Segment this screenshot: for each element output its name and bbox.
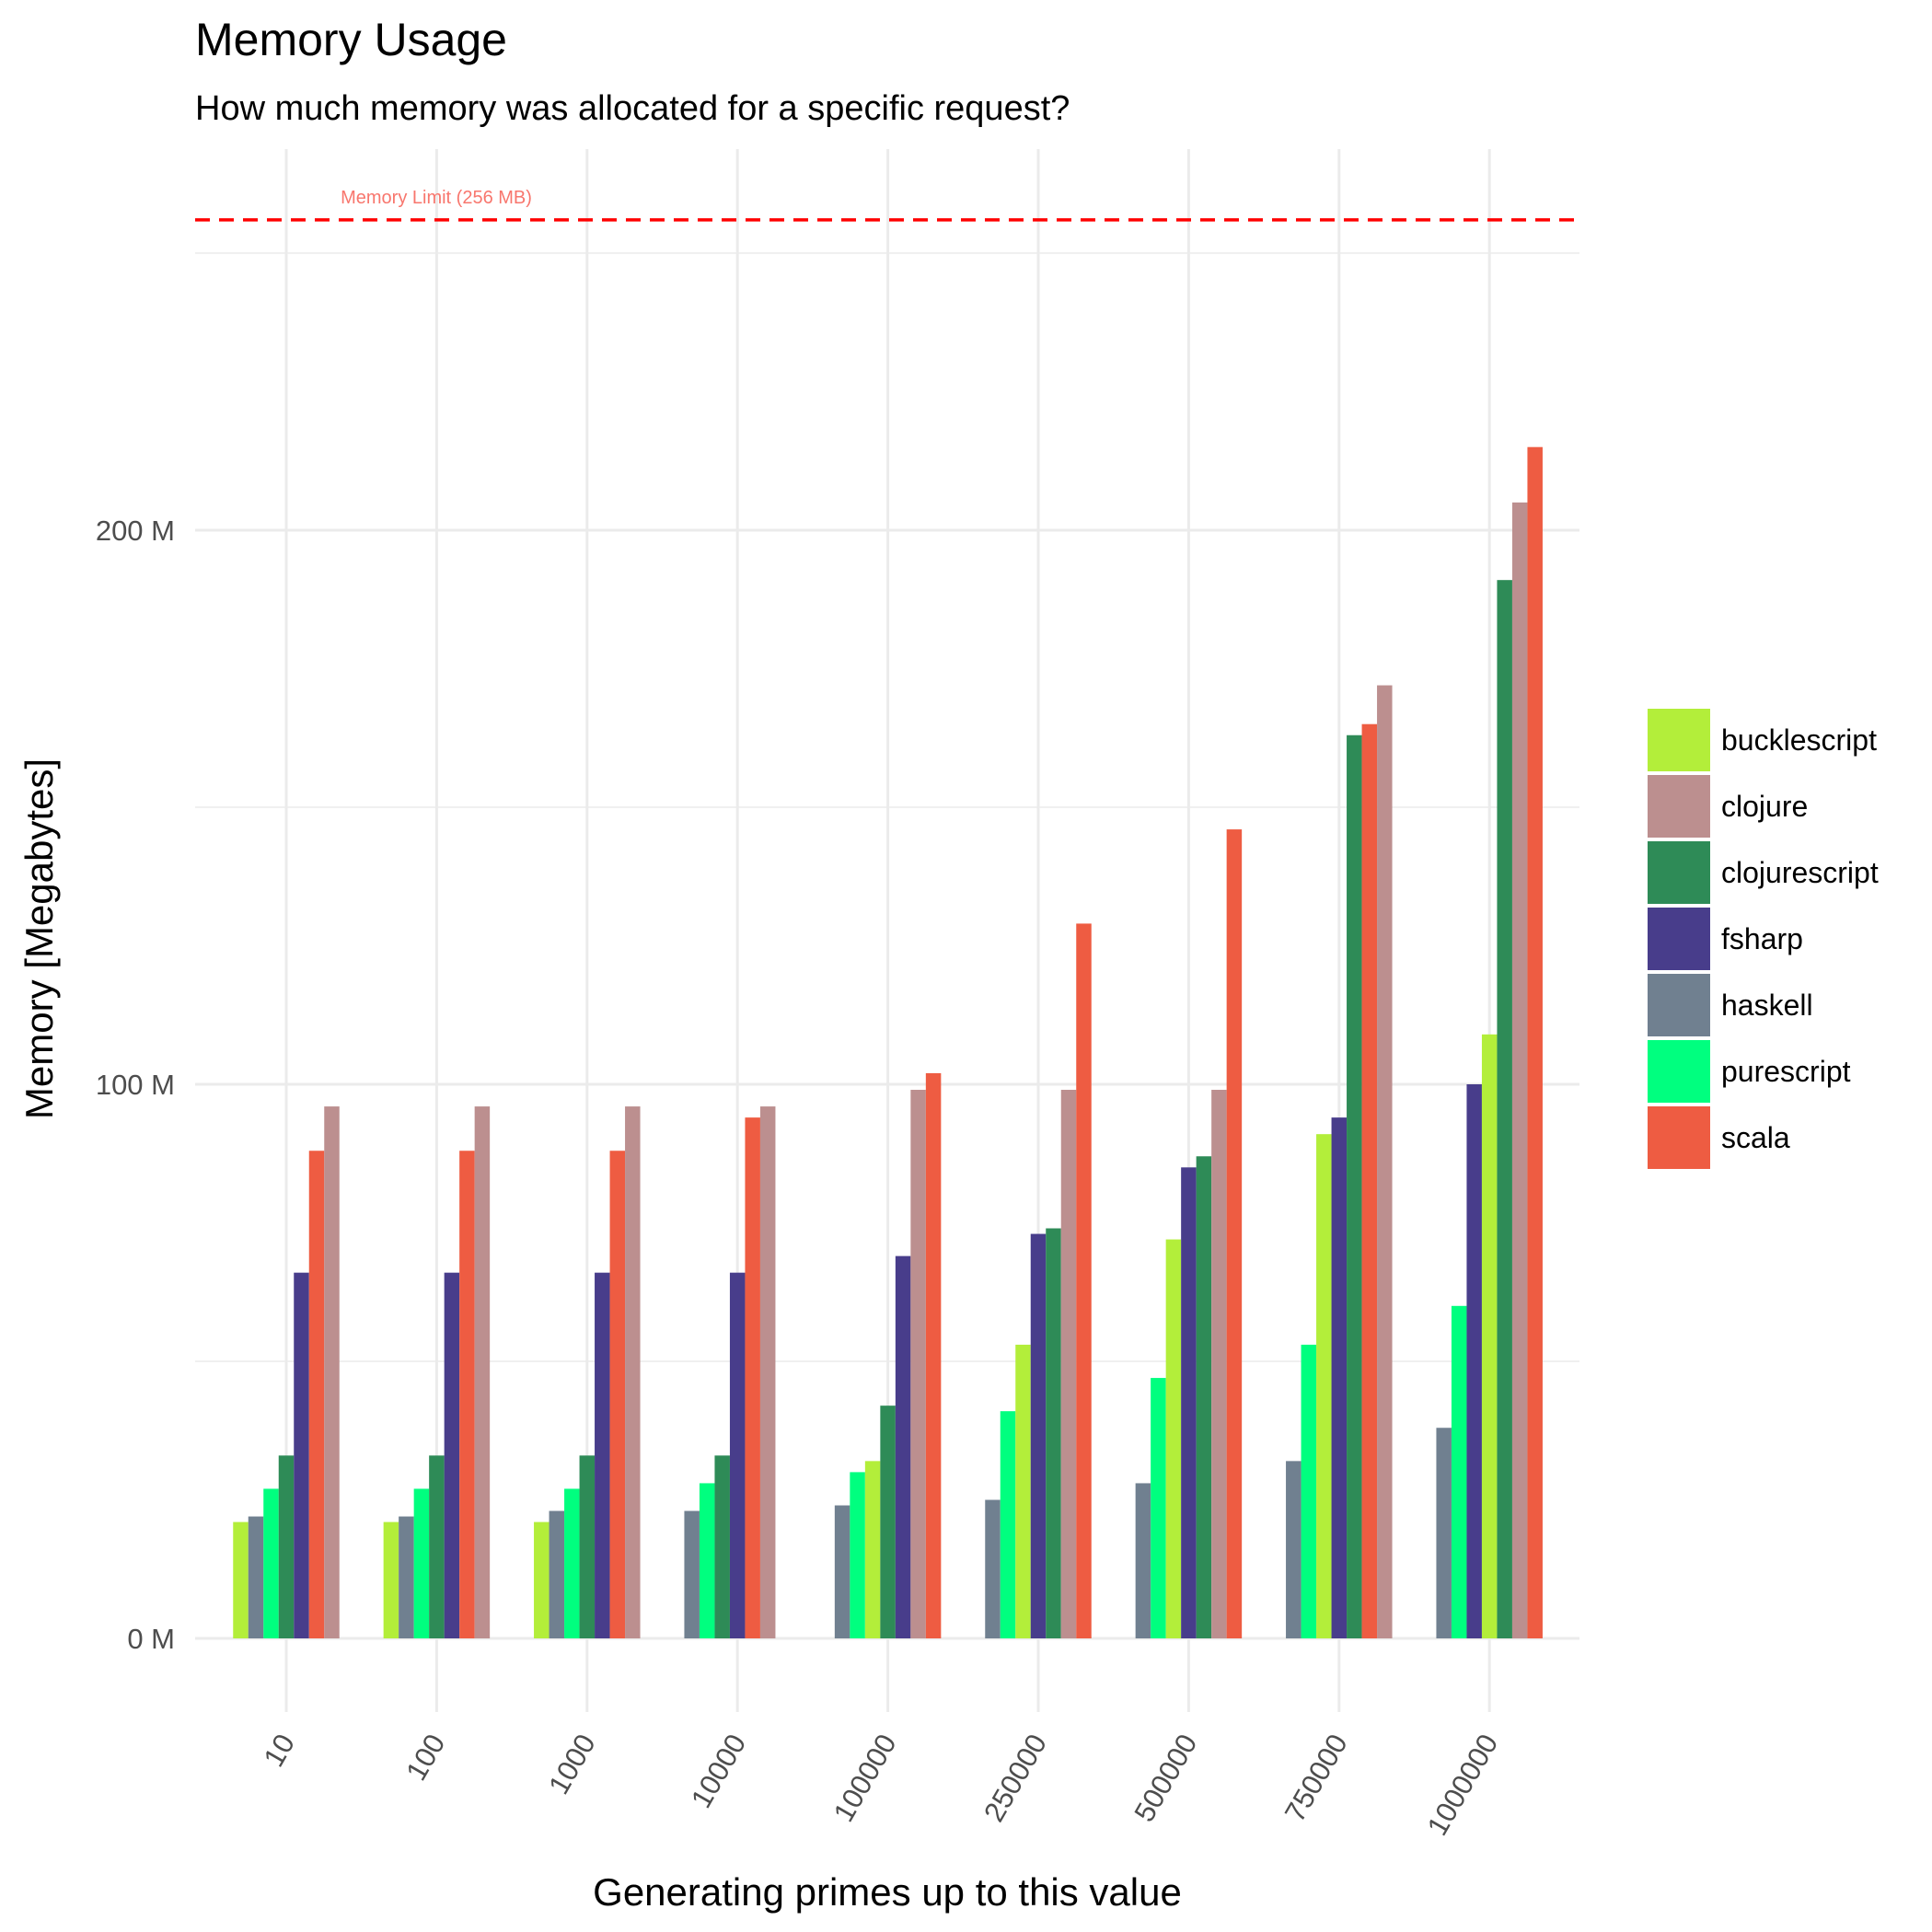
memory-limit-line: Memory Limit (256 MB) bbox=[195, 188, 1579, 222]
bar-clojurescript-250000 bbox=[1046, 1228, 1061, 1638]
bar-scala-1000000 bbox=[1527, 446, 1543, 1639]
bar-clojure-1000000 bbox=[1511, 502, 1528, 1638]
bar-purescript-250000 bbox=[1000, 1411, 1016, 1638]
legend-label-clojure: clojure bbox=[1721, 790, 1808, 823]
bar-fsharp-1000 bbox=[595, 1272, 610, 1638]
bar-fsharp-250000 bbox=[1030, 1233, 1047, 1638]
bar-clojure-10 bbox=[324, 1106, 340, 1638]
bar-clojurescript-100 bbox=[429, 1455, 445, 1638]
bar-bucklescript-1000000 bbox=[1481, 1034, 1498, 1638]
y-axis-title: Memory [Megabytes] bbox=[17, 758, 61, 1119]
bar-clojure-500000 bbox=[1211, 1090, 1227, 1638]
bar-scala-100000 bbox=[925, 1072, 942, 1638]
bars bbox=[233, 446, 1543, 1639]
legend-label-fsharp: fsharp bbox=[1721, 922, 1803, 955]
bar-fsharp-100 bbox=[444, 1272, 460, 1638]
bar-fsharp-100000 bbox=[895, 1255, 911, 1638]
bar-clojurescript-1000000 bbox=[1497, 580, 1512, 1639]
bar-bucklescript-10 bbox=[233, 1521, 249, 1638]
bar-scala-100 bbox=[459, 1151, 475, 1638]
bar-haskell-1000000 bbox=[1436, 1428, 1452, 1638]
legend-key-fsharp bbox=[1648, 908, 1710, 970]
bar-scala-250000 bbox=[1076, 923, 1092, 1638]
x-tick-label-1000000: 1000000 bbox=[1421, 1729, 1505, 1841]
y-tick-label-0: 0 M bbox=[127, 1623, 175, 1655]
bar-purescript-100000 bbox=[850, 1472, 865, 1638]
bar-haskell-250000 bbox=[985, 1499, 1001, 1638]
chart-subtitle: How much memory was allocated for a spec… bbox=[195, 89, 1070, 128]
bar-haskell-100 bbox=[399, 1516, 414, 1638]
x-tick-label-100: 100 bbox=[399, 1729, 451, 1786]
bar-purescript-10000 bbox=[699, 1483, 715, 1638]
y-axis-ticks: 0 M 100 M 200 M bbox=[96, 515, 175, 1655]
bar-clojure-750000 bbox=[1377, 685, 1393, 1638]
bar-haskell-500000 bbox=[1135, 1483, 1151, 1638]
legend-key-bucklescript bbox=[1648, 709, 1710, 771]
legend-key-haskell bbox=[1648, 974, 1710, 1036]
legend-label-purescript: purescript bbox=[1721, 1055, 1851, 1088]
bar-purescript-500000 bbox=[1151, 1378, 1166, 1638]
bar-clojure-100000 bbox=[910, 1090, 926, 1638]
bar-scala-1000 bbox=[609, 1151, 626, 1638]
bar-clojurescript-750000 bbox=[1347, 735, 1362, 1638]
x-tick-label-1000: 1000 bbox=[542, 1729, 602, 1799]
bar-bucklescript-250000 bbox=[1015, 1344, 1031, 1638]
bar-haskell-10000 bbox=[684, 1510, 700, 1638]
x-tick-label-250000: 250000 bbox=[978, 1729, 1053, 1827]
bar-clojurescript-10 bbox=[278, 1455, 295, 1638]
bar-clojurescript-100000 bbox=[880, 1406, 896, 1638]
bar-fsharp-10 bbox=[294, 1272, 309, 1638]
legend-key-clojurescript bbox=[1648, 841, 1710, 904]
legend-label-haskell: haskell bbox=[1721, 989, 1813, 1022]
bar-haskell-750000 bbox=[1286, 1461, 1301, 1638]
legend-key-purescript bbox=[1648, 1040, 1710, 1103]
legend-label-bucklescript: bucklescript bbox=[1721, 723, 1877, 757]
bar-purescript-750000 bbox=[1301, 1344, 1317, 1638]
y-tick-label-2: 200 M bbox=[96, 515, 175, 547]
y-tick-label-1: 100 M bbox=[96, 1069, 175, 1101]
bar-clojure-250000 bbox=[1060, 1090, 1077, 1638]
bar-clojurescript-10000 bbox=[714, 1455, 730, 1638]
bar-haskell-100000 bbox=[834, 1505, 850, 1638]
legend: bucklescript clojure clojurescript fsharp ha… bbox=[1648, 709, 1879, 1169]
memory-limit-label: Memory Limit (256 MB) bbox=[341, 188, 532, 208]
bar-bucklescript-750000 bbox=[1316, 1134, 1332, 1638]
bar-clojure-100 bbox=[474, 1106, 491, 1638]
bar-fsharp-750000 bbox=[1331, 1117, 1348, 1638]
bar-purescript-1000000 bbox=[1451, 1305, 1467, 1638]
bar-clojure-10000 bbox=[759, 1106, 776, 1638]
bar-bucklescript-500000 bbox=[1165, 1239, 1182, 1638]
x-tick-label-100000: 100000 bbox=[827, 1729, 903, 1827]
bar-fsharp-500000 bbox=[1181, 1167, 1197, 1638]
bar-purescript-1000 bbox=[564, 1488, 580, 1638]
bar-scala-10000 bbox=[745, 1117, 760, 1638]
bar-scala-10 bbox=[308, 1151, 325, 1638]
bar-fsharp-1000000 bbox=[1466, 1084, 1482, 1638]
bar-haskell-1000 bbox=[549, 1510, 565, 1638]
bar-clojurescript-1000 bbox=[579, 1455, 596, 1638]
x-axis-title: Generating primes up to this value bbox=[593, 1870, 1182, 1914]
bar-clojure-1000 bbox=[625, 1106, 641, 1638]
bar-scala-750000 bbox=[1361, 723, 1378, 1638]
x-tick-label-10: 10 bbox=[258, 1729, 302, 1772]
bar-bucklescript-100 bbox=[383, 1521, 399, 1638]
x-tick-label-750000: 750000 bbox=[1278, 1729, 1354, 1827]
legend-key-scala bbox=[1648, 1106, 1710, 1169]
bar-purescript-10 bbox=[263, 1488, 279, 1638]
legend-key-clojure bbox=[1648, 775, 1710, 838]
bar-purescript-100 bbox=[413, 1488, 430, 1638]
legend-label-clojurescript: clojurescript bbox=[1721, 856, 1879, 889]
bar-haskell-10 bbox=[248, 1516, 264, 1638]
bar-bucklescript-1000 bbox=[534, 1521, 550, 1638]
x-tick-label-500000: 500000 bbox=[1128, 1729, 1203, 1827]
bar-fsharp-10000 bbox=[729, 1272, 746, 1638]
x-tick-label-10000: 10000 bbox=[685, 1729, 752, 1813]
bar-scala-500000 bbox=[1226, 829, 1243, 1638]
chart-title: Memory Usage bbox=[195, 14, 507, 65]
bar-clojurescript-500000 bbox=[1196, 1156, 1212, 1638]
x-axis-ticks: 10 100 1000 10000 100000 250000 500000 750000 10… bbox=[258, 1729, 1505, 1841]
legend-label-scala: scala bbox=[1721, 1121, 1790, 1154]
bar-bucklescript-100000 bbox=[864, 1461, 881, 1638]
